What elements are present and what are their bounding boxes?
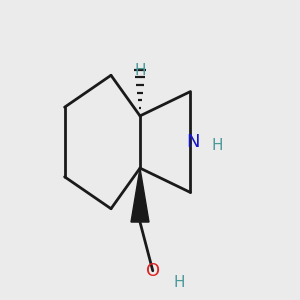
Text: O: O <box>146 262 160 280</box>
Polygon shape <box>131 168 149 222</box>
Text: H: H <box>174 275 185 290</box>
Text: N: N <box>187 133 200 151</box>
Text: H: H <box>134 63 146 78</box>
Text: H: H <box>212 137 223 152</box>
